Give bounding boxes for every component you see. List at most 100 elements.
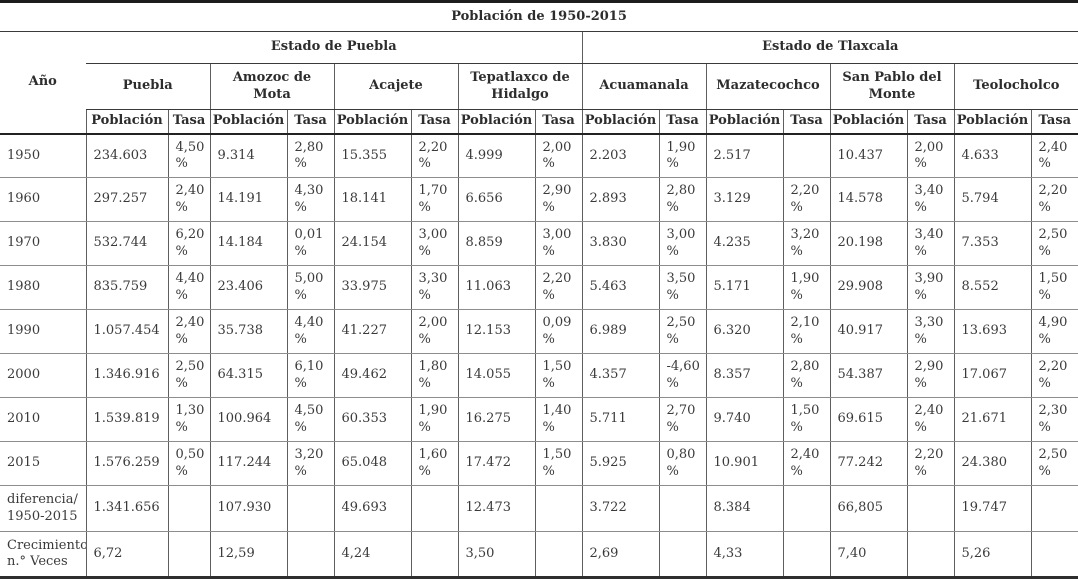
poblacion-cell: 9.740 [705, 397, 783, 442]
table-row: 1950 234.603 4,50 % 9.314 2,80 % 15.355 2,20 %… [0, 133, 1078, 178]
title-row: Población de 1950-2015 [0, 1, 1078, 32]
tasa-cell: 2,00 % [534, 133, 582, 178]
poblacion-subheader: Población [333, 109, 411, 135]
row-label: 1970 [0, 221, 86, 266]
poblacion-cell: 65.048 [333, 441, 411, 486]
tasa-cell: 3,20 % [782, 221, 830, 266]
table-row: 1990 1.057.454 2,40 % 35.738 4,40 % 41.227 2,0… [0, 309, 1078, 354]
poblacion-cell: 23.406 [209, 265, 287, 310]
poblacion-subheader: Población [85, 109, 168, 135]
poblacion-cell: 69.615 [829, 397, 907, 442]
poblacion-cell: 17.067 [953, 353, 1031, 398]
tasa-cell: 1,50 % [534, 441, 582, 486]
poblacion-cell: 14.055 [457, 353, 535, 398]
table-row: 2015 1.576.259 0,50 % 117.244 3,20 % 65.048 1,… [0, 441, 1078, 486]
tasa-cell: 2,50 % [1030, 441, 1078, 486]
poblacion-cell: 835.759 [85, 265, 168, 310]
row-label: 2010 [0, 397, 86, 442]
poblacion-cell: 234.603 [85, 133, 168, 178]
poblacion-cell: 18.141 [333, 177, 411, 222]
poblacion-cell: 66,805 [829, 485, 907, 532]
tasa-cell [1030, 531, 1078, 578]
poblacion-cell: 7,40 [829, 531, 907, 578]
tasa-cell: 1,50 % [1030, 265, 1078, 310]
city-header-puebla: Puebla [86, 63, 210, 110]
tasa-cell: 3,30 % [410, 265, 458, 310]
tasa-cell [167, 531, 210, 578]
poblacion-cell: 60.353 [333, 397, 411, 442]
tasa-cell [286, 485, 334, 532]
tasa-cell [906, 531, 954, 578]
poblacion-cell: 41.227 [333, 309, 411, 354]
tasa-cell: 2,80 % [658, 177, 706, 222]
subheader-row: Población Tasa Población Tasa Población Tasa P… [0, 109, 1078, 135]
tasa-cell: 4,50 % [286, 397, 334, 442]
poblacion-cell: 14.184 [209, 221, 287, 266]
tasa-cell: 2,40 % [1030, 133, 1078, 178]
poblacion-cell: 107.930 [209, 485, 287, 532]
city-header-mazatecochco: Mazatecochco [705, 63, 830, 110]
poblacion-subheader: Población [581, 109, 659, 135]
tasa-cell: 2,30 % [1030, 397, 1078, 442]
row-label: 1960 [0, 177, 86, 222]
table-row: 1960 297.257 2,40 % 14.191 4,30 % 18.141 1,70 … [0, 177, 1078, 222]
tasa-subheader: Tasa [906, 109, 954, 135]
tasa-cell: 2,50 % [167, 353, 210, 398]
poblacion-cell: 12.153 [457, 309, 535, 354]
poblacion-cell: 117.244 [209, 441, 287, 486]
poblacion-cell: 40.917 [829, 309, 907, 354]
poblacion-cell: 3.830 [581, 221, 659, 266]
tasa-cell: 4,30 % [286, 177, 334, 222]
poblacion-cell: 5,26 [953, 531, 1031, 578]
tasa-cell: 1,60 % [410, 441, 458, 486]
tasa-subheader: Tasa [658, 109, 706, 135]
tasa-cell: 5,00 % [286, 265, 334, 310]
table-row: 2010 1.539.819 1,30 % 100.964 4,50 % 60.353 1,… [0, 397, 1078, 442]
tasa-cell [1030, 485, 1078, 532]
tasa-cell [167, 485, 210, 532]
row-label: diferencia/ 1950-2015 [0, 485, 86, 532]
city-header-teolocholco: Teolocholco [953, 63, 1078, 110]
poblacion-cell: 1.539.819 [85, 397, 168, 442]
tasa-cell [658, 485, 706, 532]
tasa-cell: 3,50 % [658, 265, 706, 310]
poblacion-cell: 5.463 [581, 265, 659, 310]
poblacion-cell: 5.794 [953, 177, 1031, 222]
poblacion-cell: 64.315 [209, 353, 287, 398]
tasa-cell: 2,80 % [782, 353, 830, 398]
city-header-row: Puebla Amozoc de Mota Acajete Tepatlaxco… [0, 63, 1078, 110]
tasa-cell: 1,50 % [782, 397, 830, 442]
poblacion-cell: 10.437 [829, 133, 907, 178]
tasa-cell: 1,70 % [410, 177, 458, 222]
tasa-cell: 2,20 % [1030, 177, 1078, 222]
table-body: 1950 234.603 4,50 % 9.314 2,80 % 15.355 2,20 %… [0, 133, 1078, 578]
tasa-cell [534, 485, 582, 532]
poblacion-cell: 2.517 [705, 133, 783, 178]
poblacion-cell: 7.353 [953, 221, 1031, 266]
table-title: Población de 1950-2015 [0, 1, 1078, 32]
tasa-subheader: Tasa [286, 109, 334, 135]
tasa-cell: 2,50 % [1030, 221, 1078, 266]
poblacion-cell: 13.693 [953, 309, 1031, 354]
poblacion-cell: 12.473 [457, 485, 535, 532]
tasa-cell: 3,40 % [906, 177, 954, 222]
tasa-cell: 2,20 % [1030, 353, 1078, 398]
tasa-cell: 6,10 % [286, 353, 334, 398]
tasa-cell [782, 133, 830, 178]
tasa-cell: 0,50 % [167, 441, 210, 486]
poblacion-cell: 8.552 [953, 265, 1031, 310]
poblacion-cell: 54.387 [829, 353, 907, 398]
tasa-cell [534, 531, 582, 578]
state-header-puebla: Estado de Puebla [86, 31, 582, 64]
poblacion-cell: 35.738 [209, 309, 287, 354]
tasa-cell: 4,40 % [167, 265, 210, 310]
poblacion-cell: 4.235 [705, 221, 783, 266]
tasa-cell: 1,30 % [167, 397, 210, 442]
tasa-cell [782, 531, 830, 578]
tasa-cell: 2,00 % [410, 309, 458, 354]
poblacion-cell: 1.576.259 [85, 441, 168, 486]
state-header-row: Año Estado de Puebla Estado de Tlaxcala [0, 31, 1078, 135]
table-row: diferencia/ 1950-2015 1.341.656 107.930 49.… [0, 485, 1078, 532]
poblacion-cell: 14.191 [209, 177, 287, 222]
poblacion-cell: 5.925 [581, 441, 659, 486]
